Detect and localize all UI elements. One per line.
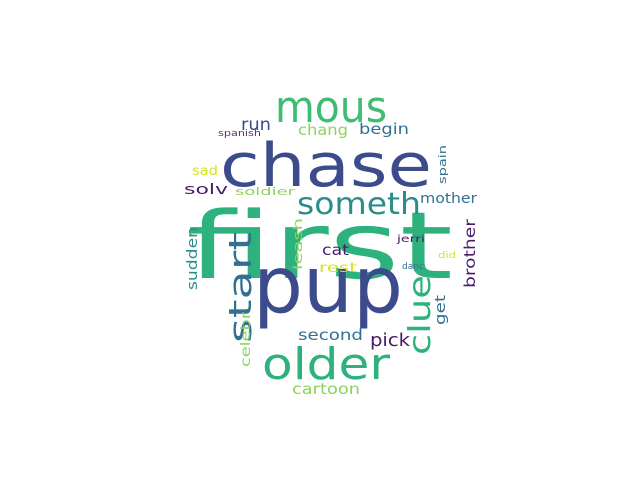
word-spain: spain: [436, 145, 449, 184]
word-begin: begin: [359, 120, 409, 138]
word-first: first: [187, 192, 453, 300]
word-spanish: spanish: [218, 129, 261, 139]
word-brother: brother: [461, 218, 479, 288]
word-sad: sad: [192, 164, 218, 179]
word-run: run: [241, 115, 271, 135]
word-jerri: jerri: [396, 234, 425, 245]
word-start: start: [223, 232, 259, 343]
word-chang: chang: [298, 121, 348, 139]
word-leash: leash: [291, 218, 305, 270]
word-solv: solv: [184, 182, 228, 198]
word-celebr: celebr: [239, 311, 254, 367]
word-pup: pup: [253, 241, 403, 331]
word-soldier: soldier: [235, 185, 296, 198]
word-mous: mous: [275, 82, 387, 133]
word-clue: clue: [403, 275, 438, 355]
word-mother: mother: [420, 191, 477, 207]
word-pick: pick: [370, 330, 411, 351]
word-did: did: [438, 251, 456, 261]
word-sudden: sudden: [185, 227, 201, 290]
word-rest: rest: [319, 261, 357, 276]
word-cartoon: cartoon: [292, 380, 360, 398]
word-someth: someth: [297, 187, 421, 222]
word-older: older: [262, 339, 391, 390]
word-cat: cat: [322, 241, 349, 259]
word-second: second: [298, 326, 363, 344]
word-chase: chase: [220, 131, 432, 201]
word-danc: danc: [402, 262, 424, 272]
word-get: get: [433, 294, 449, 325]
